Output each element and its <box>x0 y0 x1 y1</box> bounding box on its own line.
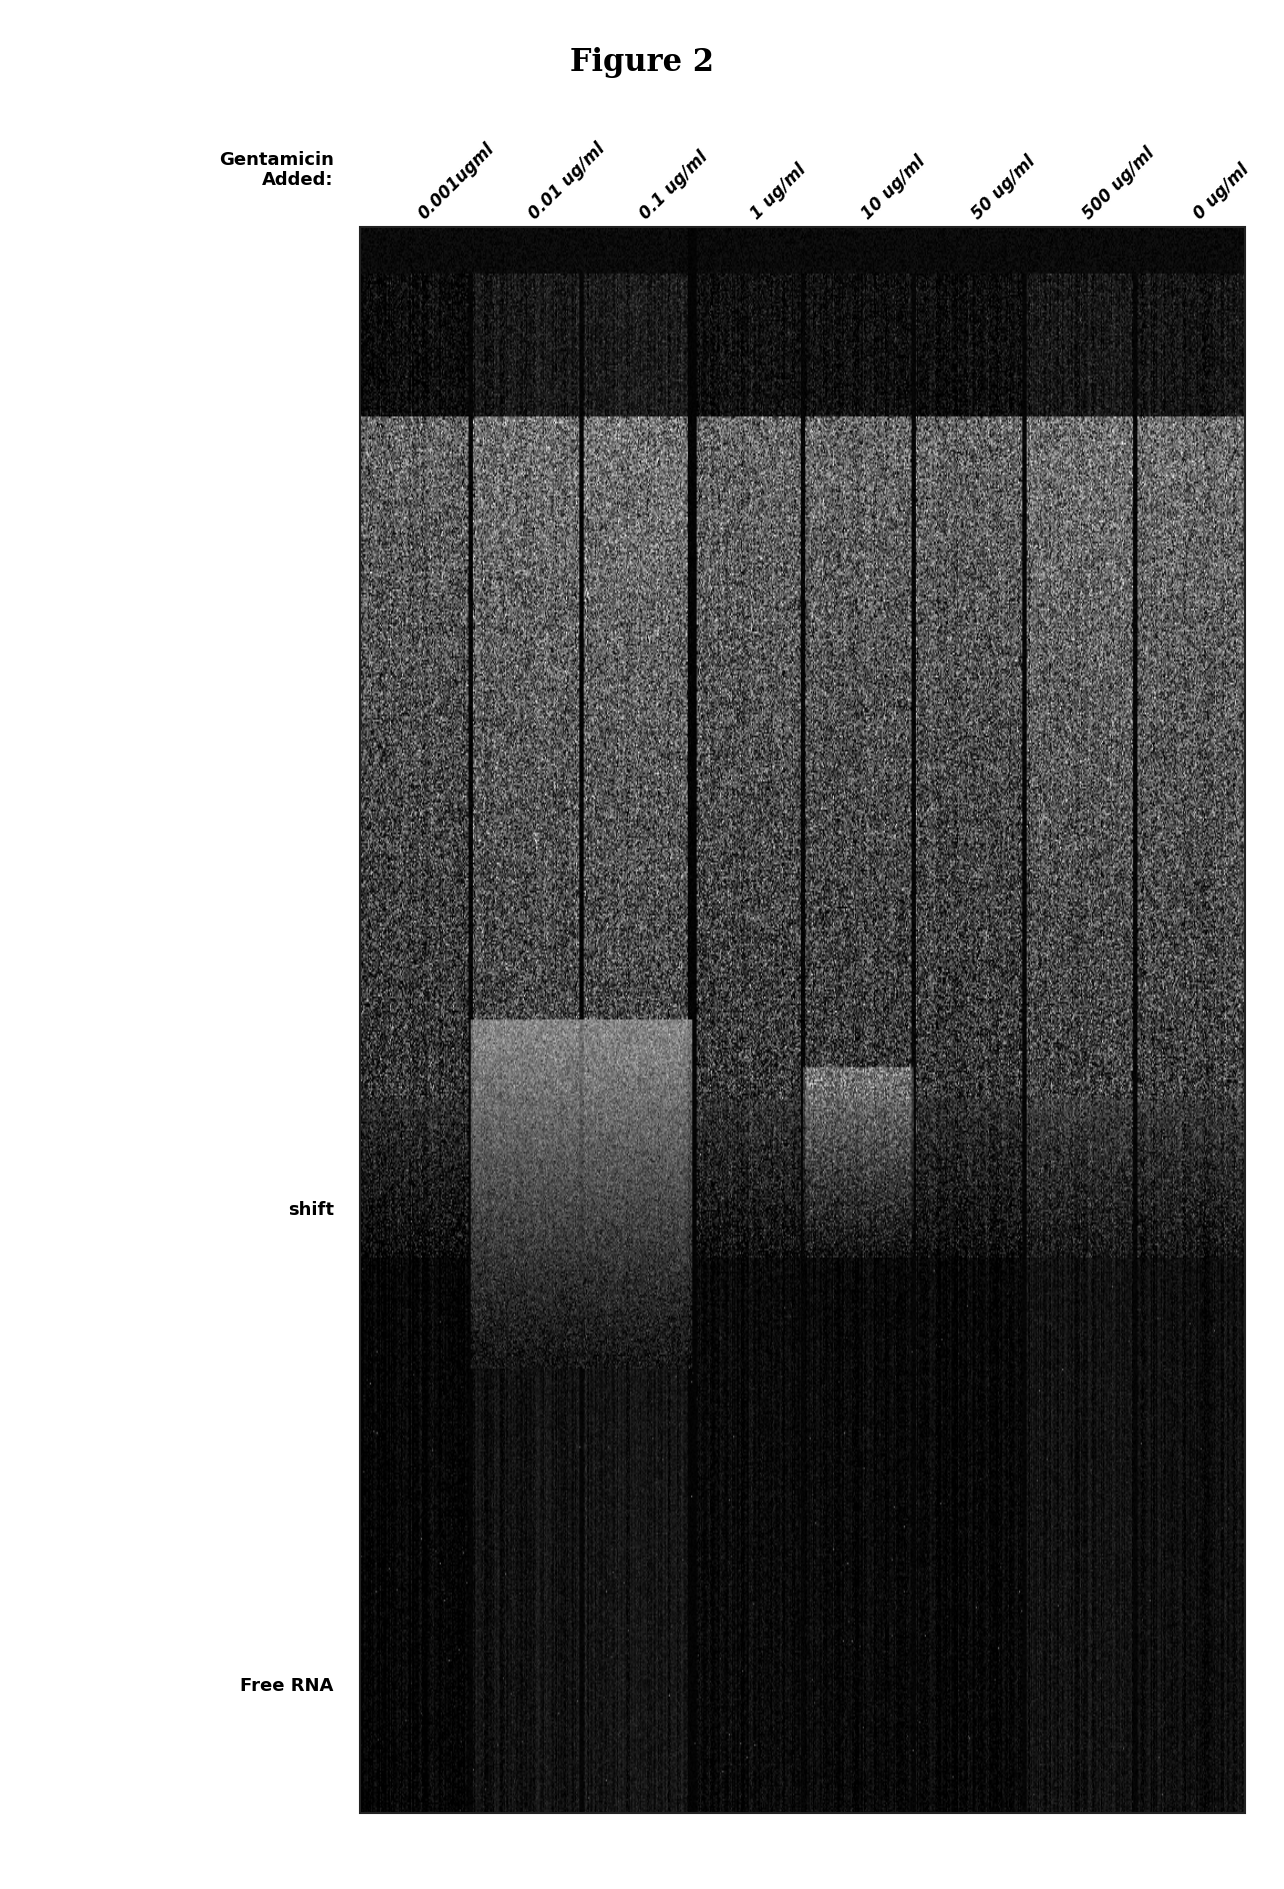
Text: 50 ug/ml: 50 ug/ml <box>968 153 1039 223</box>
Text: 10 ug/ml: 10 ug/ml <box>858 153 928 223</box>
Text: 0 ug/ml: 0 ug/ml <box>1190 161 1253 223</box>
Text: 0.001ugml: 0.001ugml <box>415 140 498 223</box>
Text: 1 ug/ml: 1 ug/ml <box>747 161 810 223</box>
Text: Gentamicin
Added:: Gentamicin Added: <box>220 151 334 189</box>
Bar <box>360 227 1245 1813</box>
Text: 0.1 ug/ml: 0.1 ug/ml <box>637 147 711 223</box>
Text: Free RNA: Free RNA <box>240 1677 334 1696</box>
Text: 500 ug/ml: 500 ug/ml <box>1080 144 1158 223</box>
Text: 0.01 ug/ml: 0.01 ug/ml <box>525 140 609 223</box>
Text: shift: shift <box>288 1201 334 1220</box>
Text: Figure 2: Figure 2 <box>570 47 714 77</box>
